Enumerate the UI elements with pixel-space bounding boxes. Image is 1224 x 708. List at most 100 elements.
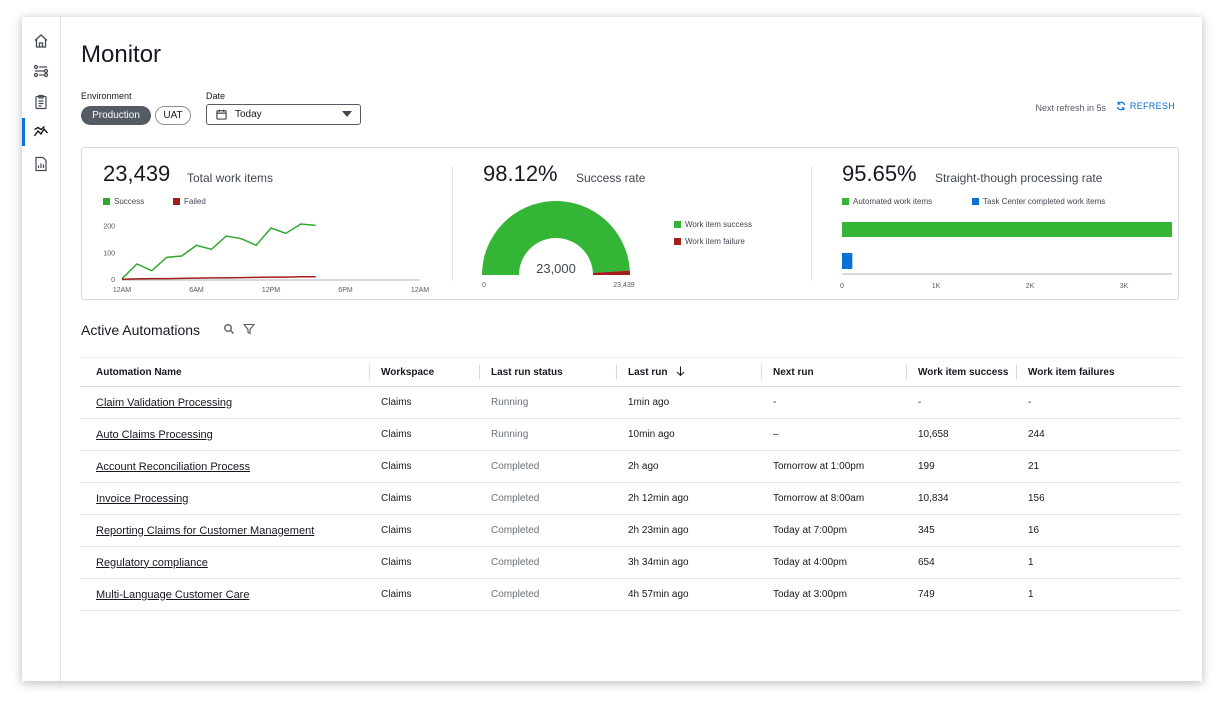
table-cell: Claims [369,418,479,451]
col-work-item-success[interactable]: Work item success [906,357,1016,387]
legend-label: Success [114,197,145,206]
table-row[interactable]: Reporting Claims for Customer Management… [81,514,1181,547]
table-cell: 654 [906,546,1016,579]
next-run-cell: Tomorrow at 1:00pm [773,461,865,472]
next-run-cell: – [773,429,779,440]
x-tick-label: 2K [1026,283,1035,290]
table-cell: Running [479,386,616,419]
column-separator [906,365,907,379]
automation-name-link[interactable]: Invoice Processing [96,492,189,505]
environment-label: Environment [81,91,132,101]
col-workspace[interactable]: Workspace [369,357,479,387]
table-cell: 10,658 [906,418,1016,451]
last-run-cell: 2h 23min ago [628,525,689,536]
work-item-success-cell: 10,658 [918,429,949,440]
table-cell: Completed [479,578,616,611]
table-row[interactable]: Account Reconciliation Process Claims Comp… [81,450,1181,483]
env-option-production[interactable]: Production [81,106,151,125]
last-run-cell: 4h 57min ago [628,589,689,600]
divider [452,166,453,281]
column-separator [369,365,370,379]
column-label: Work item success [918,366,1009,378]
table-cell: Today at 4:00pm [761,546,906,579]
last-run-status-cell: Completed [491,525,540,536]
env-option-uat[interactable]: UAT [155,106,191,125]
table-cell: 156 [1016,482,1181,515]
last-run-status-cell: Running [491,397,529,408]
automation-name-link[interactable]: Multi-Language Customer Care [96,588,250,601]
table-cell: Claims [369,578,479,611]
table-cell: 1 [1016,546,1181,579]
workspace-cell: Claims [381,397,412,408]
date-select[interactable]: Today [206,104,361,125]
table-row[interactable]: Regulatory compliance Claims Completed 3h 3… [81,546,1181,579]
bar-automated [842,222,1172,237]
nav-monitor[interactable] [22,118,60,146]
automation-name-link[interactable]: Auto Claims Processing [96,428,213,441]
automation-name-link[interactable]: Claim Validation Processing [96,396,233,409]
automation-name-link[interactable]: Account Reconciliation Process [96,460,251,473]
table-cell: Today at 3:00pm [761,578,906,611]
col-automation-name[interactable]: Automation Name [81,357,369,387]
legend-label: Failed [184,197,206,206]
legend-label: Work item success [685,220,752,229]
legend-swatch [173,198,180,205]
nav-tasks[interactable] [22,88,60,116]
last-run-cell: 10min ago [628,429,675,440]
column-separator [479,365,480,379]
table-cell: 16 [1016,514,1181,547]
work-item-failures-cell: 156 [1028,493,1045,504]
y-tick-label: 0 [111,277,115,284]
filter-icon[interactable] [243,323,255,335]
sort-descending-icon[interactable] [676,366,685,377]
table-cell: Running [479,418,616,451]
gauge-slice [482,201,630,275]
stp-rate-label: Straight-though processing rate [935,171,1103,185]
nav-home[interactable] [22,27,60,55]
table-row[interactable]: Multi-Language Customer Care Claims Comple… [81,578,1181,611]
table-row[interactable]: Claim Validation Processing Claims Running… [81,386,1181,419]
col-last-run-status[interactable]: Last run status [479,357,616,387]
workspace-cell: Claims [381,589,412,600]
date-value: Today [235,109,262,120]
nav-reports[interactable] [22,150,60,178]
x-tick-label: 12PM [262,287,280,293]
automation-name-link[interactable]: Regulatory compliance [96,556,208,569]
table-cell: 21 [1016,450,1181,483]
x-tick-label: 3K [1120,283,1129,290]
column-label: Work item failures [1028,366,1115,378]
col-last-run[interactable]: Last run [616,357,761,387]
stats-card: 23,439 Total work items Success Failed 0… [81,147,1179,300]
legend-task-center: Task Center completed work items [972,197,1105,206]
table-cell: Claims [369,450,479,483]
col-work-item-failures[interactable]: Work item failures [1016,357,1181,387]
work-item-success-cell: 199 [918,461,935,472]
column-separator [761,365,762,379]
table-cell: – [761,418,906,451]
divider [811,166,812,281]
page-title: Monitor [81,41,162,68]
next-run-cell: Today at 3:00pm [773,589,847,600]
x-tick-label: 6AM [189,287,204,293]
last-run-status-cell: Completed [491,557,540,568]
table-cell: - [1016,386,1181,419]
gauge-center-value: 23,000 [536,261,576,276]
table-cell: Auto Claims Processing [81,418,369,451]
table-row[interactable]: Invoice Processing Claims Completed 2h 12mi… [81,482,1181,515]
table-cell: 345 [906,514,1016,547]
column-label: Last run [628,367,668,378]
search-icon[interactable] [223,323,235,335]
work-item-success-cell: 10,834 [918,493,949,504]
work-item-success-cell: 749 [918,589,935,600]
column-label: Automation Name [96,366,182,378]
workflow-icon [33,64,49,78]
automation-name-link[interactable]: Reporting Claims for Customer Management [96,524,315,537]
last-run-cell: 2h ago [628,461,659,472]
nav-workflows[interactable] [22,57,60,85]
column-separator [616,365,617,379]
col-next-run[interactable]: Next run [761,357,906,387]
refresh-button[interactable]: REFRESH [1116,101,1175,111]
table-row[interactable]: Auto Claims Processing Claims Running 10min… [81,418,1181,451]
workspace-cell: Claims [381,429,412,440]
last-run-status-cell: Completed [491,589,540,600]
